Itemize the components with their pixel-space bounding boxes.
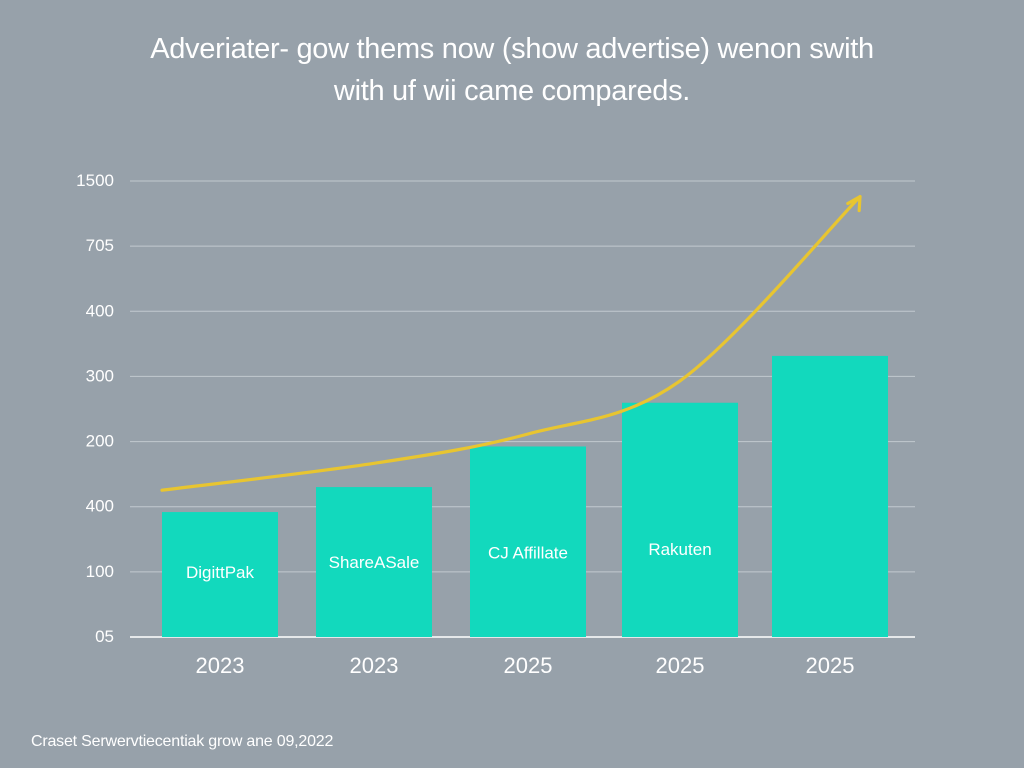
trend-arrowhead: [846, 195, 862, 213]
x-tick-label: 2023: [350, 653, 399, 678]
bar: [622, 402, 738, 637]
y-tick-label: 05: [95, 627, 114, 646]
y-tick-label: 1500: [76, 171, 114, 190]
chart-title-line-2: with uf wii came compareds.: [333, 75, 691, 107]
bar-label: ShareASale: [329, 553, 420, 572]
x-tick-label: 2025: [504, 653, 553, 678]
y-tick-label: 300: [86, 366, 114, 385]
x-tick-label: 2023: [196, 653, 245, 678]
y-tick-label: 100: [86, 562, 114, 581]
y-tick-label: 200: [86, 432, 114, 451]
y-tick-label: 705: [86, 236, 114, 255]
trend-line: [160, 195, 862, 492]
bar-label: DigittPak: [186, 563, 255, 582]
x-tick-label: 2025: [656, 653, 705, 678]
y-tick-label: 400: [86, 497, 114, 516]
bar: [316, 487, 432, 637]
source-caption: Craset Serwervtiecentiak grow ane 09,202…: [31, 733, 334, 750]
bar: [772, 355, 888, 637]
y-tick-label: 400: [86, 301, 114, 320]
bar-label: CJ Affillate: [488, 543, 568, 562]
bar-label: Rakuten: [648, 540, 711, 559]
x-tick-label: 2025: [806, 653, 855, 678]
chart-title-line-1: Adveriater- gow thems now (show advertis…: [150, 33, 874, 65]
chart-title: Adveriater- gow thems now (show advertis…: [62, 28, 962, 112]
bar: [162, 512, 278, 637]
bar: [470, 446, 586, 637]
